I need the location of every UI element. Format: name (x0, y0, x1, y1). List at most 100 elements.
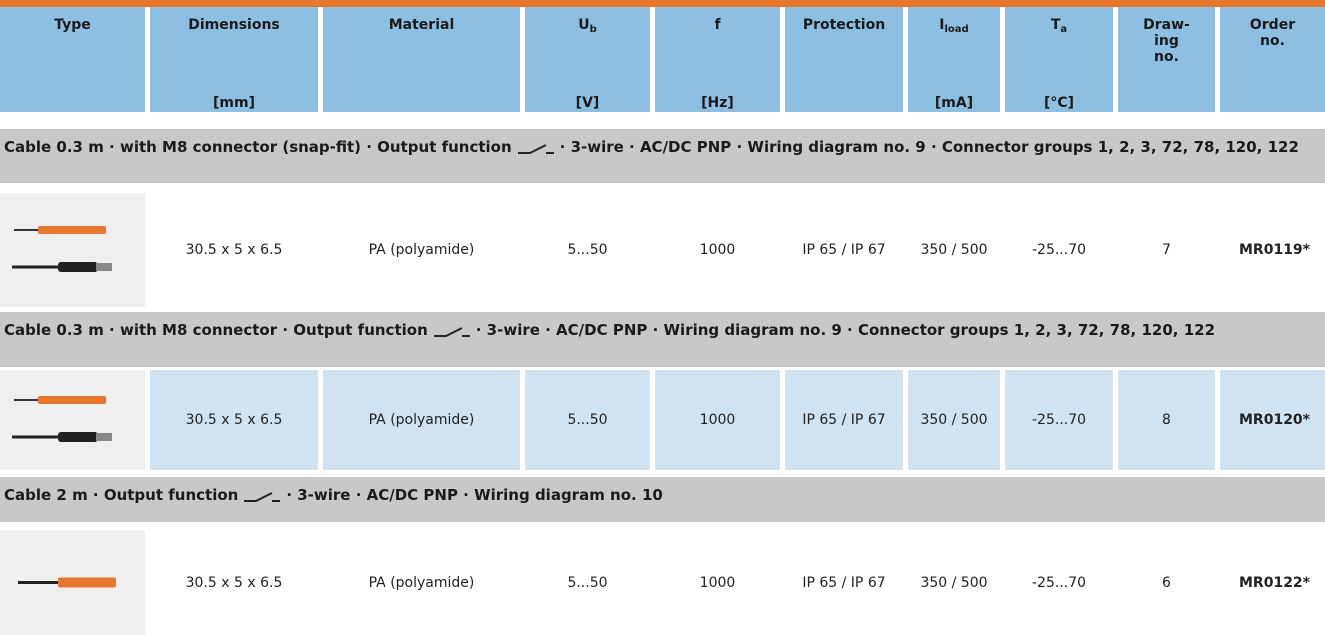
header-line: Order (1220, 17, 1325, 33)
header-line: Protection (785, 17, 903, 33)
header-cell: Ub [V] (525, 7, 650, 112)
header-text: no. (1260, 33, 1285, 49)
header-label: Ta (1005, 17, 1113, 38)
section-title: Cable 0.3 m · with M8 connector (snap-fi… (0, 129, 1325, 183)
cell-value: 350 / 500 (920, 242, 988, 258)
cell-value: 30.5 x 5 x 6.5 (185, 574, 283, 591)
header-line: ing (1118, 33, 1215, 49)
section-text: Cable 0.3 m · with M8 connector · Output… (4, 321, 428, 339)
header-line: Ub (525, 17, 650, 38)
cell-value: 1000 (699, 574, 736, 591)
output-symbol (244, 491, 281, 502)
header-text: T (1050, 17, 1061, 33)
section-text: · 3-wire · AC/DC PNP · Wiring diagram no… (475, 321, 1216, 339)
header-text: Material (388, 17, 455, 33)
header-cell: Iload [mA] (908, 7, 1000, 112)
cell-value: 350 / 500 (908, 370, 1000, 470)
cell-value: PA (polyamide) (323, 370, 520, 470)
header-text: ing (1154, 33, 1179, 49)
section-text: Cable 0.3 m · with M8 connector (snap-fi… (4, 138, 512, 156)
product-drawing (18, 577, 116, 588)
cell-value: 30.5 x 5 x 6.5 (150, 370, 318, 470)
header-line: no. (1220, 33, 1325, 49)
cell-value: 5...50 (567, 574, 608, 591)
cell-value: PA (polyamide) (368, 242, 475, 258)
header-cell: Protection (785, 7, 903, 112)
section-title: Cable 0.3 m · with M8 connector · Output… (0, 312, 1325, 367)
header-label: Dimensions (150, 17, 318, 33)
product-image (0, 370, 145, 470)
order-number: MR0122* (1239, 574, 1310, 591)
header-label: Order no. (1220, 17, 1325, 49)
header-cell: f [Hz] (655, 7, 780, 112)
header-label: Ub (525, 17, 650, 38)
cell-value: 350 / 500 (920, 574, 988, 591)
header-unit: [Hz] (701, 95, 734, 111)
cell-value: 30.5 x 5 x 6.5 (185, 242, 283, 258)
header-text: I (939, 17, 945, 33)
header-label: Protection (785, 17, 903, 33)
order-number: MR0119* (1239, 242, 1310, 258)
header-cell: Order no. (1220, 7, 1325, 112)
header-unit: [mA] (934, 95, 974, 111)
cell-value: IP 65 / IP 67 (802, 574, 886, 591)
header-text: Type (54, 17, 91, 33)
product-drawing (12, 226, 112, 272)
header-sub: b (589, 24, 597, 35)
output-symbol (433, 326, 470, 337)
header-text: Protection (802, 17, 886, 33)
header-cell: Type (0, 7, 145, 112)
header-cell: Dimensions [mm] (150, 7, 318, 112)
cell-value: 8 (1118, 370, 1215, 470)
header-unit: [mm] (213, 95, 255, 111)
header-label: f (655, 17, 780, 33)
section-title: Cable 2 m · Output function · 3-wire · AC… (0, 477, 1325, 522)
cell-value: 5...50 (567, 242, 608, 258)
header-sub: a (1060, 24, 1068, 35)
header-text: Dimensions (188, 17, 280, 33)
cell-value: -25...70 (1031, 242, 1087, 258)
cell-value: -25...70 (1005, 370, 1113, 470)
header-cell: Draw-ing no. (1118, 7, 1215, 112)
header-line: Type (0, 17, 145, 33)
header-cell: Ta [°C] (1005, 7, 1113, 112)
header-line: f (655, 17, 780, 33)
cell-value: 1000 (699, 242, 736, 258)
header-line: Draw- (1118, 17, 1215, 33)
header-line: Ta (1005, 17, 1113, 38)
header-label: Iload (908, 17, 1000, 38)
cell-value: IP 65 / IP 67 (785, 370, 903, 470)
cell-value: 6 (1162, 574, 1171, 591)
header-line: no. (1118, 49, 1215, 65)
cell-value: 7 (1162, 242, 1171, 258)
header-unit: [V] (575, 95, 600, 111)
header-text: no. (1154, 49, 1179, 65)
cell-value: PA (polyamide) (368, 574, 475, 591)
product-image (0, 193, 145, 307)
header-line: Material (323, 17, 520, 33)
order-number: MR0120* (1220, 370, 1325, 470)
header-text: Draw- (1143, 17, 1190, 33)
cell-value: 1000 (655, 370, 780, 470)
section-text: Cable 2 m · Output function (4, 486, 239, 504)
output-symbol (517, 143, 554, 154)
top-bar (0, 0, 1325, 7)
header-label: Material (323, 17, 520, 33)
section-text: · 3-wire · AC/DC PNP · Wiring diagram no… (559, 138, 1299, 156)
header-sub: load (944, 24, 969, 35)
cell-value: -25...70 (1031, 574, 1087, 591)
header-text: U (578, 17, 590, 33)
product-drawing (12, 396, 112, 442)
cell-value: IP 65 / IP 67 (802, 242, 886, 258)
header-text: Order (1249, 17, 1296, 33)
header-label: Type (0, 17, 145, 33)
header-line: Dimensions (150, 17, 318, 33)
cell-value: 5...50 (525, 370, 650, 470)
header-cell: Material (323, 7, 520, 112)
header-unit: [°C] (1043, 95, 1075, 111)
header-text: f (714, 17, 721, 33)
section-text: · 3-wire · AC/DC PNP · Wiring diagram no… (286, 486, 663, 504)
header-label: Draw-ing no. (1118, 17, 1215, 65)
header-line: Iload (908, 17, 1000, 38)
